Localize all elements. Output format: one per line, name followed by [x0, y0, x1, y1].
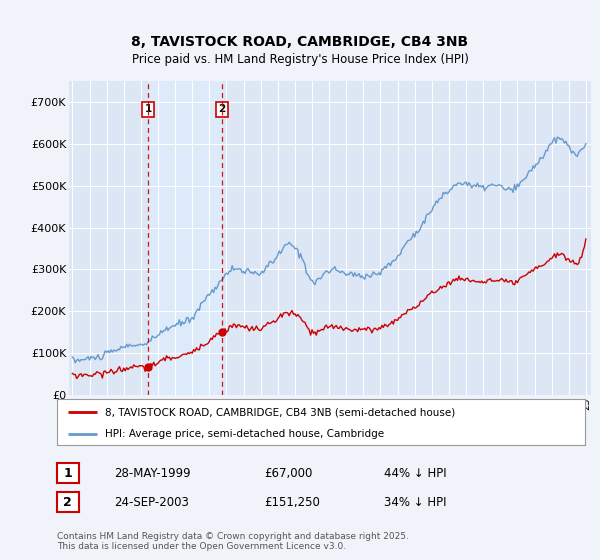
Text: £151,250: £151,250 [264, 496, 320, 509]
Text: £67,000: £67,000 [264, 466, 313, 480]
Text: Price paid vs. HM Land Registry's House Price Index (HPI): Price paid vs. HM Land Registry's House … [131, 53, 469, 67]
Text: 28-MAY-1999: 28-MAY-1999 [114, 466, 191, 480]
Text: 24-SEP-2003: 24-SEP-2003 [114, 496, 189, 509]
Text: 44% ↓ HPI: 44% ↓ HPI [384, 466, 446, 480]
Text: Contains HM Land Registry data © Crown copyright and database right 2025.
This d: Contains HM Land Registry data © Crown c… [57, 532, 409, 551]
Text: 8, TAVISTOCK ROAD, CAMBRIDGE, CB4 3NB: 8, TAVISTOCK ROAD, CAMBRIDGE, CB4 3NB [131, 35, 469, 49]
Text: 2: 2 [64, 496, 72, 509]
Text: 1: 1 [145, 104, 152, 114]
Text: 8, TAVISTOCK ROAD, CAMBRIDGE, CB4 3NB (semi-detached house): 8, TAVISTOCK ROAD, CAMBRIDGE, CB4 3NB (s… [104, 407, 455, 417]
Text: 2: 2 [218, 104, 226, 114]
Bar [148, 81, 222, 395]
Text: 1: 1 [64, 466, 72, 480]
Text: 34% ↓ HPI: 34% ↓ HPI [384, 496, 446, 509]
Text: HPI: Average price, semi-detached house, Cambridge: HPI: Average price, semi-detached house,… [104, 429, 383, 438]
